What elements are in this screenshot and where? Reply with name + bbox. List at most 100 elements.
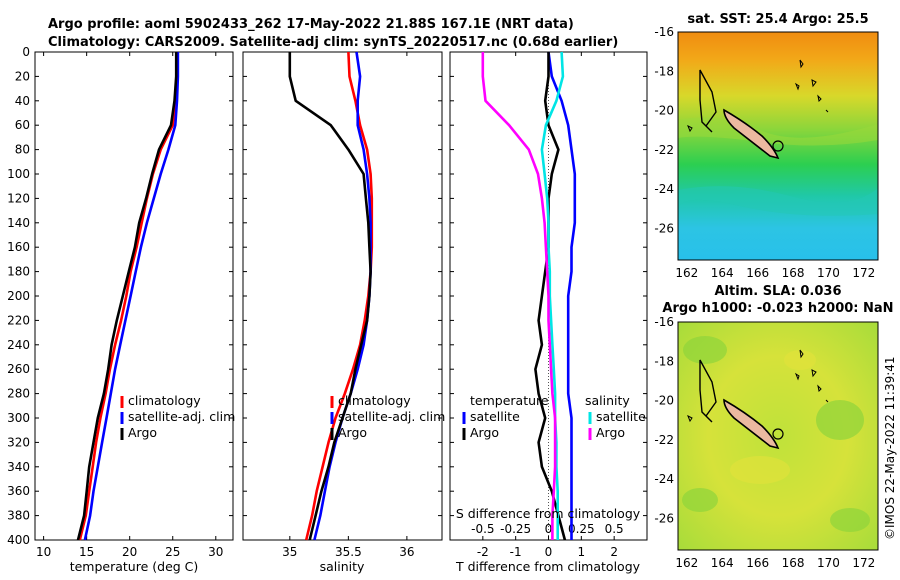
islands (687, 349, 829, 423)
y-tick-label: 0 (22, 45, 30, 59)
salinity-plot-frame (242, 51, 443, 541)
sst-map-frame (677, 31, 879, 261)
y-tick-label: 160 (7, 240, 30, 254)
s-tick-label: 0.25 (568, 522, 595, 536)
y-tick-label: 220 (7, 313, 30, 327)
map-y-tick-label: -16 (654, 25, 674, 39)
legend-satellite-label: satellite-adj. clim (338, 409, 445, 424)
map-x-tick-label: 170 (817, 266, 840, 280)
y-tick-label: 340 (7, 460, 30, 474)
header-line2: Climatology: CARS2009. Satellite-adj cli… (48, 35, 618, 50)
series-line-t-argo (534, 52, 567, 541)
sst-map-image (678, 32, 878, 260)
x-tick-label: 10 (36, 545, 51, 559)
map-y-tick-label: -20 (654, 394, 674, 408)
legend-climatology-label: climatology (338, 393, 411, 408)
y-tick-label: 140 (7, 216, 30, 230)
y-tick-label: 320 (7, 435, 30, 449)
legend-salinity-title: salinity (585, 393, 630, 408)
new-caledonia-land (723, 398, 780, 450)
y-tick-label: 360 (7, 484, 30, 498)
argo-position-marker (772, 140, 784, 152)
map-x-tick-label: 166 (746, 266, 769, 280)
legend-t-argo-label: Argo (470, 425, 499, 440)
y-tick-label: 260 (7, 362, 30, 376)
legend-climatology-label: climatology (128, 393, 201, 408)
legend-t-satellite-label: satellite (470, 409, 520, 424)
legend-s-satellite-label: satellite (596, 409, 646, 424)
imos-timestamp: ©IMOS 22-May-2022 11:39:41 (883, 356, 897, 540)
map-y-tick-label: -22 (654, 143, 674, 157)
y-tick-label: 400 (7, 533, 30, 547)
x-tick-label: 30 (208, 545, 223, 559)
map-y-tick-label: -18 (654, 64, 674, 78)
map-x-tick-label: 162 (675, 556, 698, 570)
legend-argo-label: Argo (338, 425, 367, 440)
map-y-tick-label: -24 (654, 472, 674, 486)
x-tick-label: 0 (545, 545, 553, 559)
y-tick-label: 40 (15, 94, 30, 108)
x-tick-label: -2 (477, 545, 489, 559)
map-x-tick-label: 162 (675, 266, 698, 280)
x-tick-label: 1 (578, 545, 586, 559)
legend-s-argo-label: Argo (596, 425, 625, 440)
salinity-difference-xlabel: S difference from climatology (456, 506, 641, 521)
map-x-tick-label: 164 (711, 266, 734, 280)
argo-position-marker (772, 428, 784, 440)
series-line-s-satellite (540, 51, 565, 540)
series-line-satellite-adj-clim (83, 52, 180, 541)
x-tick-label: 2 (610, 545, 618, 559)
series-line-argo (288, 52, 372, 541)
s-tick-label: 0 (545, 522, 553, 536)
map-y-tick-label: -26 (654, 512, 674, 526)
legend-temperature-title: temperature (470, 393, 549, 408)
sst-map-title: sat. SST: 25.4 Argo: 25.5 (687, 12, 868, 27)
y-tick-label: 300 (7, 411, 30, 425)
sla-map-image (678, 322, 878, 550)
y-tick-label: 380 (7, 509, 30, 523)
coastline (699, 69, 717, 133)
sla-map-title2: Argo h1000: -0.023 h2000: NaN (662, 301, 893, 316)
x-tick-label: 25 (165, 545, 180, 559)
map-x-tick-label: 164 (711, 556, 734, 570)
series-lines (76, 51, 577, 541)
legend-satellite-label: satellite-adj. clim (128, 409, 235, 424)
map-x-tick-label: 172 (852, 266, 875, 280)
map-y-tick-label: -24 (654, 182, 674, 196)
series-line-climatology (78, 52, 179, 541)
y-tick-label: 240 (7, 338, 30, 352)
temperature-plot-frame (34, 51, 234, 541)
difference-legend: temperature satellite Argo salinity sate… (462, 393, 646, 440)
y-tick-label: 20 (15, 69, 30, 83)
salinity-legend: climatology satellite-adj. clim Argo (330, 393, 445, 440)
header-line1: Argo profile: aoml 5902433_262 17-May-20… (48, 17, 574, 32)
x-tick-label: 35 (282, 545, 297, 559)
y-tick-label: 120 (7, 191, 30, 205)
map-x-tick-label: 168 (782, 556, 805, 570)
sla-map-title1: Altim. SLA: 0.036 (715, 284, 842, 299)
map-x-tick-label: 172 (852, 556, 875, 570)
y-tick-label: 100 (7, 167, 30, 181)
map-y-tick-label: -26 (654, 222, 674, 236)
sla-map-frame (677, 321, 879, 551)
x-tick-label: 35.5 (335, 545, 362, 559)
s-tick-label: 0.5 (605, 522, 624, 536)
salinity-xlabel: salinity (320, 559, 365, 574)
y-tick-label: 280 (7, 387, 30, 401)
s-tick-label: -0.5 (471, 522, 494, 536)
series-line-climatology (304, 51, 374, 541)
x-tick-label: 36 (399, 545, 414, 559)
y-tick-label: 180 (7, 265, 30, 279)
map-x-tick-label: 170 (817, 556, 840, 570)
map-x-tick-label: 166 (746, 556, 769, 570)
legend-argo-label: Argo (128, 425, 157, 440)
difference-xlabel: T difference from climatology (455, 559, 641, 574)
new-caledonia-land (723, 108, 780, 160)
map-x-tick-label: 168 (782, 266, 805, 280)
x-tick-label: 15 (79, 545, 94, 559)
series-line-argo (76, 52, 178, 541)
map-y-tick-label: -16 (654, 315, 674, 329)
islands (687, 59, 829, 133)
temperature-legend: climatology satellite-adj. clim Argo (120, 393, 235, 440)
